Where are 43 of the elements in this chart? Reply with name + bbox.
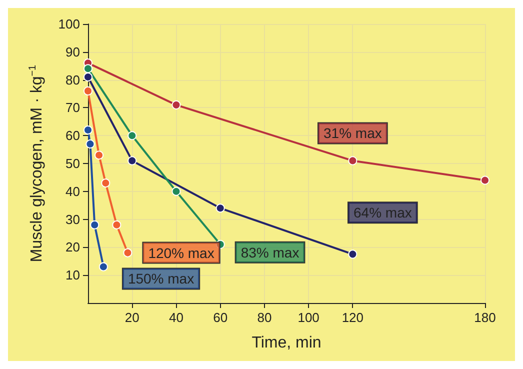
point <box>123 248 132 258</box>
y-axis-title: Muscle glycogen, mM · kg−1 <box>28 64 46 262</box>
series-label: 120% max <box>148 244 214 261</box>
x-tick-label: 120 <box>342 310 364 325</box>
point <box>101 178 110 188</box>
point <box>84 126 92 135</box>
x-tick-label: 80 <box>257 310 272 325</box>
point <box>348 156 358 166</box>
y-tick-label: 10 <box>66 268 80 283</box>
y-tick-label: 30 <box>66 212 80 227</box>
point <box>216 204 225 213</box>
point <box>90 220 100 230</box>
y-tick-label: 50 <box>66 156 80 171</box>
point <box>112 220 122 230</box>
y-tick-label: 60 <box>66 128 80 144</box>
y-tick-label: 20 <box>66 240 80 255</box>
x-tick-label: 180 <box>474 310 496 325</box>
y-tick-label: 40 <box>66 184 80 199</box>
point <box>86 139 95 148</box>
x-tick-label: 100 <box>298 310 320 325</box>
x-tick-label: 40 <box>168 310 184 325</box>
y-tick-label: 70 <box>66 100 80 116</box>
point <box>94 150 104 160</box>
point <box>84 86 92 96</box>
y-tick-label: 100 <box>58 16 80 32</box>
point <box>84 72 92 82</box>
point <box>348 250 358 259</box>
y-tick-label: 80 <box>66 72 80 88</box>
point <box>480 176 490 185</box>
point <box>84 64 92 74</box>
point <box>172 186 181 196</box>
point <box>172 100 181 110</box>
point <box>128 156 137 166</box>
series-label: 31% max <box>323 125 382 142</box>
x-tick-label: 20 <box>124 310 140 325</box>
x-axis-title: Time, min <box>252 334 322 352</box>
series-label: 150% max <box>128 270 194 287</box>
x-tick-label: 60 <box>213 310 228 325</box>
series-label: 83% max <box>240 244 300 260</box>
y-tick-label: 90 <box>66 44 80 60</box>
point <box>128 131 137 140</box>
text: 64% max <box>353 204 412 221</box>
point <box>98 262 108 272</box>
